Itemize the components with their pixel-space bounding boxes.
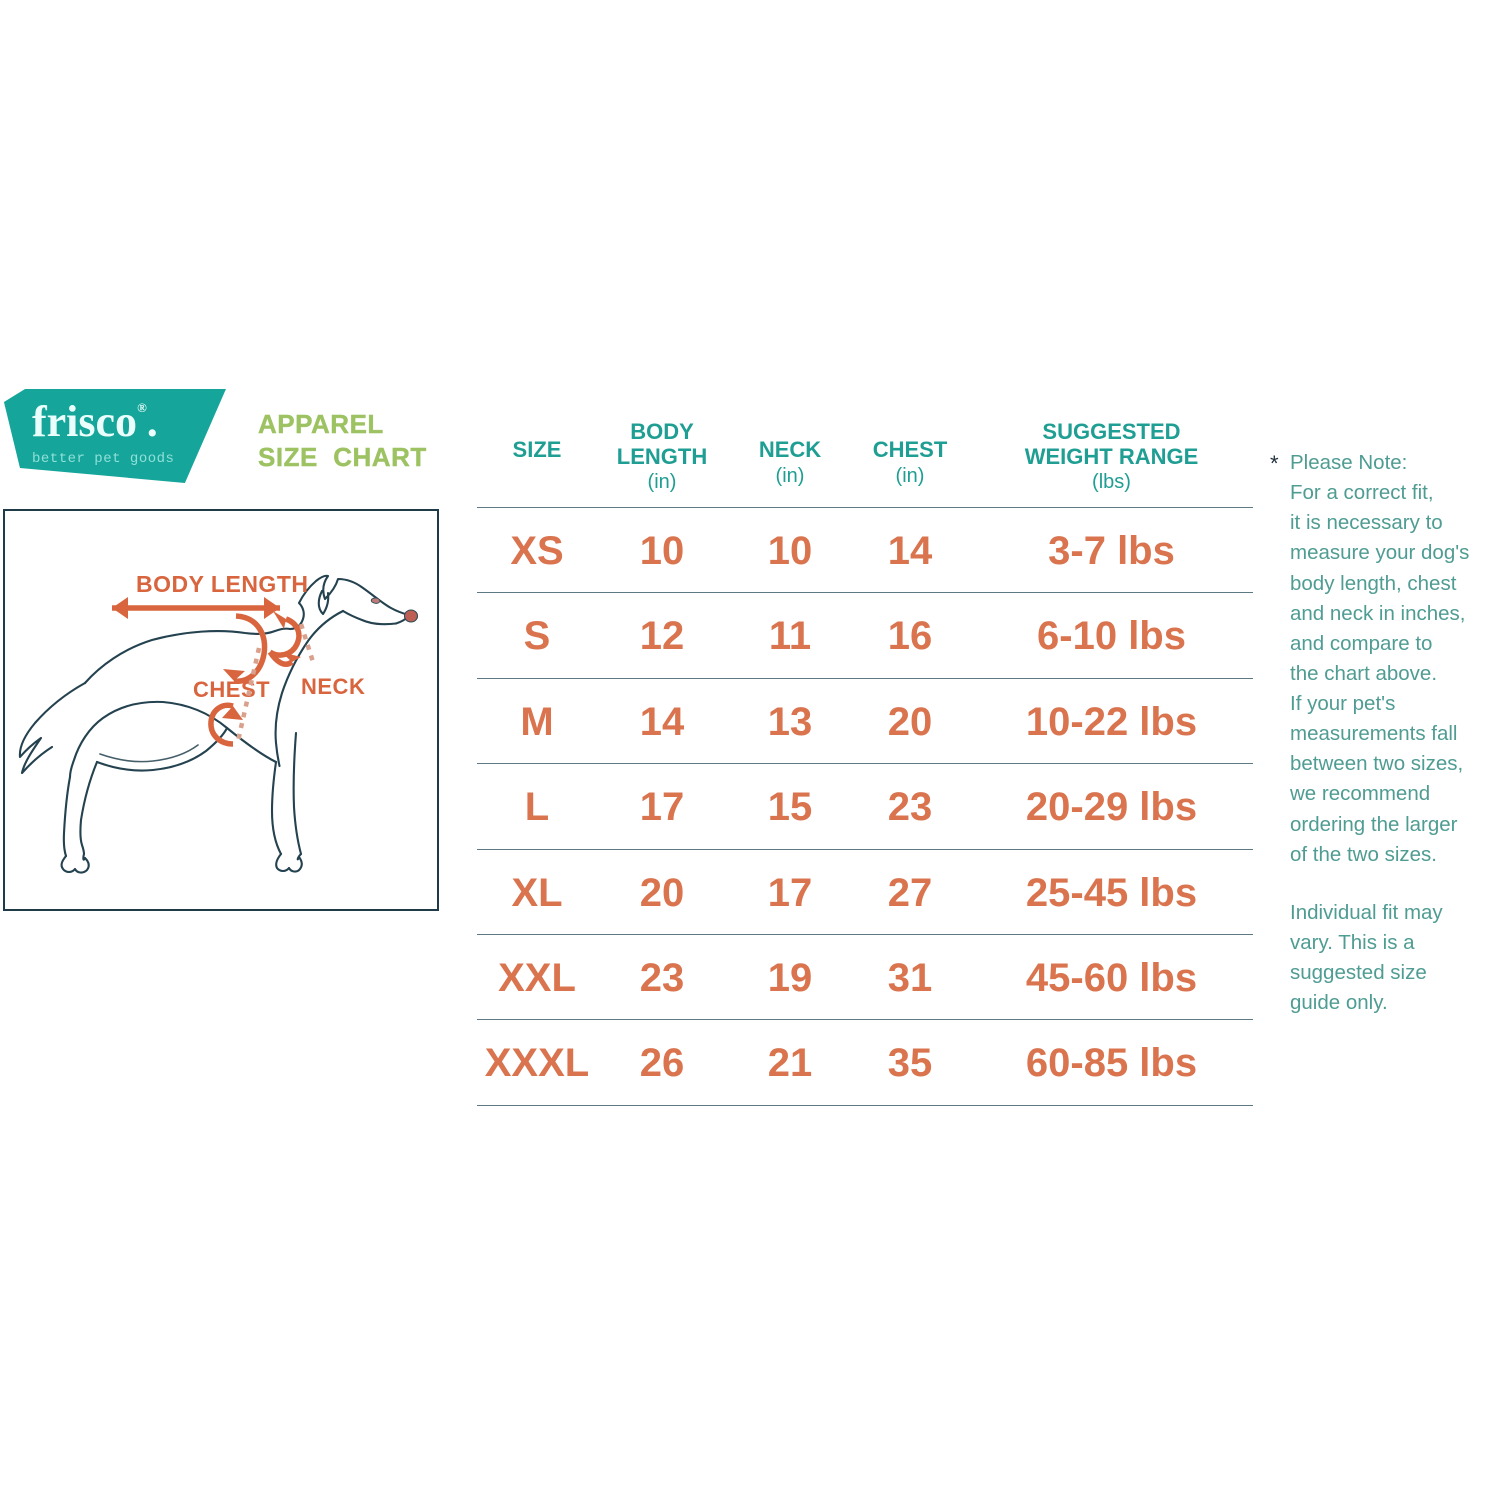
svg-text:NECK: NECK — [301, 674, 365, 699]
svg-text:CHEST: CHEST — [193, 677, 270, 702]
svg-text:BODY LENGTH: BODY LENGTH — [136, 571, 308, 597]
